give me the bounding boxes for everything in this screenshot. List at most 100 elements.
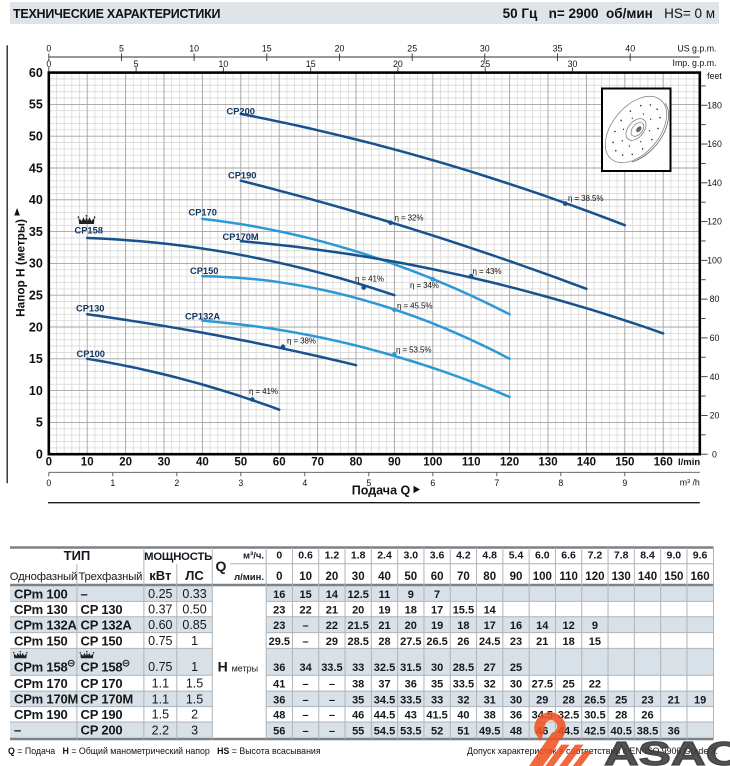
svg-text:1.5: 1.5 bbox=[186, 677, 203, 691]
svg-text:35: 35 bbox=[29, 225, 43, 239]
svg-text:50: 50 bbox=[29, 130, 43, 144]
svg-text:30: 30 bbox=[352, 571, 365, 583]
svg-text:23: 23 bbox=[273, 605, 285, 617]
svg-text:70: 70 bbox=[311, 456, 324, 468]
svg-text:4.8: 4.8 bbox=[482, 550, 497, 562]
svg-text:η = 43%: η = 43% bbox=[473, 267, 502, 276]
svg-text:33: 33 bbox=[352, 662, 364, 674]
svg-text:20: 20 bbox=[335, 44, 345, 54]
svg-text:30.5: 30.5 bbox=[584, 710, 605, 722]
svg-text:60: 60 bbox=[29, 66, 43, 80]
svg-text:7.8: 7.8 bbox=[614, 550, 629, 562]
svg-text:15.5: 15.5 bbox=[453, 605, 474, 617]
svg-text:–: – bbox=[303, 679, 309, 691]
svg-text:19: 19 bbox=[694, 694, 706, 706]
svg-text:31.5: 31.5 bbox=[400, 662, 421, 674]
svg-text:24.5: 24.5 bbox=[479, 636, 500, 648]
svg-text:1.1: 1.1 bbox=[152, 692, 169, 706]
svg-text:12.5: 12.5 bbox=[347, 589, 368, 601]
svg-text:15: 15 bbox=[262, 44, 272, 54]
svg-text:2.4: 2.4 bbox=[377, 550, 392, 562]
svg-text:0: 0 bbox=[36, 448, 43, 462]
svg-text:2.2: 2.2 bbox=[152, 723, 169, 737]
svg-text:3.0: 3.0 bbox=[403, 550, 418, 562]
svg-text:23: 23 bbox=[641, 694, 653, 706]
svg-text:30: 30 bbox=[510, 679, 522, 691]
svg-text:140: 140 bbox=[638, 571, 657, 583]
svg-text:Трехфазный: Трехфазный bbox=[78, 571, 142, 583]
svg-text:38: 38 bbox=[352, 679, 364, 691]
svg-text:100: 100 bbox=[707, 255, 722, 265]
svg-text:25: 25 bbox=[480, 59, 490, 69]
svg-text:CPm 190: CPm 190 bbox=[14, 707, 68, 722]
svg-text:27.5: 27.5 bbox=[532, 679, 553, 691]
svg-text:0: 0 bbox=[46, 478, 51, 488]
svg-text:41: 41 bbox=[273, 679, 285, 691]
svg-text:20: 20 bbox=[326, 571, 339, 583]
svg-text:21: 21 bbox=[536, 636, 548, 648]
svg-text:3: 3 bbox=[238, 478, 243, 488]
svg-text:140: 140 bbox=[577, 456, 596, 468]
svg-text:26: 26 bbox=[641, 710, 653, 722]
svg-text:26.5: 26.5 bbox=[584, 694, 605, 706]
svg-text:CP 130: CP 130 bbox=[81, 602, 123, 617]
svg-text:η = 41%: η = 41% bbox=[355, 275, 384, 284]
svg-text:12: 12 bbox=[562, 620, 574, 632]
svg-text:40: 40 bbox=[196, 456, 209, 468]
svg-text:14: 14 bbox=[536, 620, 549, 632]
svg-text:7: 7 bbox=[434, 589, 440, 601]
svg-text:5: 5 bbox=[134, 59, 139, 69]
svg-text:1.8: 1.8 bbox=[351, 550, 366, 562]
svg-text:5: 5 bbox=[36, 416, 43, 430]
svg-text:28.5: 28.5 bbox=[347, 636, 368, 648]
svg-text:6.0: 6.0 bbox=[535, 550, 550, 562]
svg-text:1: 1 bbox=[191, 634, 198, 648]
svg-text:52: 52 bbox=[431, 725, 443, 737]
svg-text:л/мин.: л/мин. bbox=[234, 572, 264, 583]
svg-text:21: 21 bbox=[326, 605, 338, 617]
svg-text:35: 35 bbox=[352, 694, 364, 706]
svg-text:Однофазный: Однофазный bbox=[10, 571, 77, 583]
svg-text:3: 3 bbox=[191, 723, 198, 737]
svg-text:160: 160 bbox=[691, 571, 710, 583]
svg-text:–: – bbox=[14, 723, 21, 738]
svg-text:43: 43 bbox=[405, 710, 417, 722]
svg-text:2: 2 bbox=[174, 478, 179, 488]
svg-text:20: 20 bbox=[405, 620, 417, 632]
svg-text:η = 45.5%: η = 45.5% bbox=[397, 302, 432, 311]
svg-text:CP 132A: CP 132A bbox=[81, 618, 133, 633]
svg-text:CPm 130: CPm 130 bbox=[14, 602, 68, 617]
svg-text:28: 28 bbox=[615, 710, 627, 722]
svg-text:8: 8 bbox=[558, 478, 563, 488]
svg-text:CPm 132A: CPm 132A bbox=[14, 618, 78, 633]
svg-text:CP200: CP200 bbox=[227, 107, 255, 117]
svg-text:160: 160 bbox=[654, 456, 673, 468]
svg-text:40: 40 bbox=[710, 372, 720, 382]
svg-text:28.5: 28.5 bbox=[453, 662, 474, 674]
svg-text:33.5: 33.5 bbox=[400, 694, 421, 706]
svg-text:25: 25 bbox=[615, 694, 627, 706]
svg-text:60: 60 bbox=[273, 456, 286, 468]
svg-text:H метры: H метры bbox=[218, 658, 259, 674]
svg-text:32.5: 32.5 bbox=[374, 662, 395, 674]
svg-text:22: 22 bbox=[589, 679, 601, 691]
svg-text:18: 18 bbox=[457, 620, 469, 632]
svg-text:25: 25 bbox=[510, 662, 522, 674]
svg-text:9: 9 bbox=[592, 620, 598, 632]
svg-text:CP158: CP158 bbox=[75, 226, 103, 236]
svg-text:CP170: CP170 bbox=[189, 208, 217, 218]
svg-text:7.2: 7.2 bbox=[588, 550, 603, 562]
svg-text:5: 5 bbox=[366, 478, 371, 488]
svg-text:49.5: 49.5 bbox=[479, 725, 500, 737]
svg-text:36: 36 bbox=[273, 694, 285, 706]
svg-text:η = 41%: η = 41% bbox=[249, 387, 278, 396]
svg-text:кВт: кВт bbox=[149, 568, 171, 583]
svg-text:9.6: 9.6 bbox=[693, 550, 708, 562]
svg-text:15: 15 bbox=[589, 636, 601, 648]
svg-text:28: 28 bbox=[378, 636, 390, 648]
svg-text:36: 36 bbox=[273, 662, 285, 674]
svg-text:2: 2 bbox=[191, 708, 198, 722]
svg-text:55: 55 bbox=[29, 98, 43, 112]
svg-text:1: 1 bbox=[191, 660, 198, 674]
svg-text:m³ /h: m³ /h bbox=[680, 478, 700, 488]
